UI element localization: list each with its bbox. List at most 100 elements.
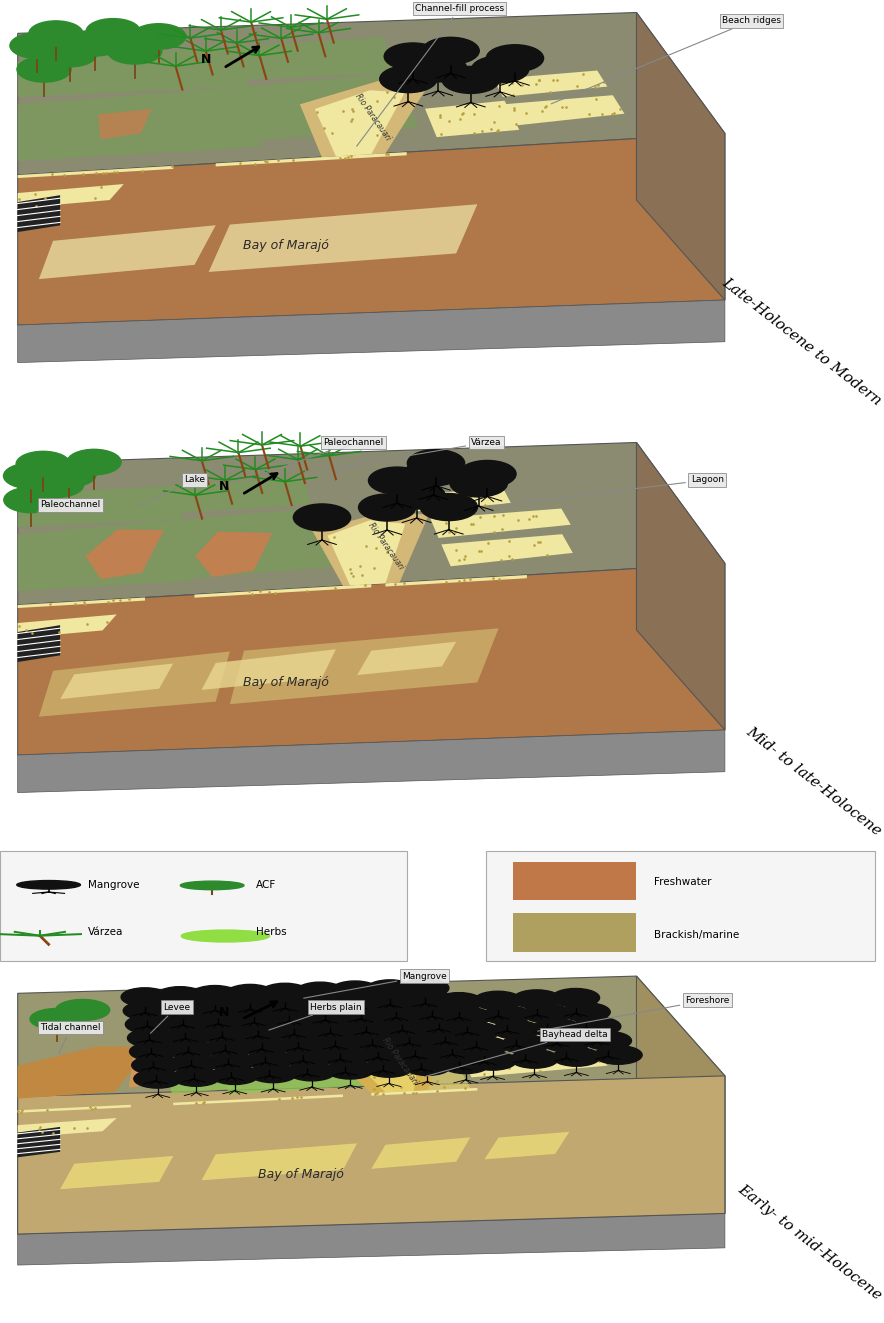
Polygon shape	[300, 81, 429, 157]
Circle shape	[401, 979, 449, 998]
Circle shape	[337, 994, 385, 1012]
Circle shape	[201, 1025, 248, 1044]
Circle shape	[204, 1039, 252, 1057]
Circle shape	[322, 1048, 370, 1066]
Circle shape	[261, 983, 309, 1002]
Polygon shape	[248, 73, 419, 140]
Circle shape	[435, 1043, 483, 1061]
Circle shape	[332, 980, 379, 1000]
Polygon shape	[39, 225, 216, 279]
Polygon shape	[494, 70, 607, 97]
Polygon shape	[357, 642, 456, 675]
Polygon shape	[18, 165, 173, 179]
Circle shape	[405, 459, 462, 486]
Circle shape	[354, 1033, 401, 1052]
Polygon shape	[202, 1143, 357, 1180]
Polygon shape	[18, 184, 124, 208]
Polygon shape	[349, 1044, 421, 1093]
Polygon shape	[636, 976, 725, 1213]
Polygon shape	[425, 101, 519, 138]
Circle shape	[42, 462, 96, 487]
Circle shape	[415, 1004, 462, 1023]
Circle shape	[133, 1069, 181, 1088]
Circle shape	[359, 493, 415, 521]
Circle shape	[293, 504, 351, 531]
Circle shape	[409, 56, 467, 82]
Circle shape	[442, 1054, 490, 1073]
Circle shape	[408, 991, 455, 1009]
Circle shape	[372, 992, 420, 1011]
Polygon shape	[385, 576, 527, 586]
Polygon shape	[375, 488, 511, 515]
Circle shape	[86, 19, 141, 44]
Polygon shape	[464, 1029, 611, 1053]
Circle shape	[583, 1032, 631, 1050]
Polygon shape	[129, 1039, 189, 1088]
Circle shape	[385, 1019, 432, 1037]
Text: Bayhead delta: Bayhead delta	[424, 1031, 607, 1077]
Text: Bay of Marajó: Bay of Marajó	[243, 238, 330, 251]
Polygon shape	[177, 478, 311, 513]
Circle shape	[234, 1011, 282, 1029]
Circle shape	[311, 1021, 359, 1040]
Circle shape	[4, 463, 57, 488]
Polygon shape	[484, 1132, 569, 1159]
Circle shape	[162, 1013, 210, 1032]
Circle shape	[42, 41, 96, 67]
Circle shape	[326, 1061, 374, 1080]
Circle shape	[288, 1062, 336, 1081]
Circle shape	[435, 992, 483, 1011]
Circle shape	[126, 1015, 173, 1033]
Circle shape	[429, 1029, 476, 1048]
Circle shape	[211, 1066, 259, 1085]
Polygon shape	[18, 86, 263, 161]
Polygon shape	[18, 1213, 725, 1265]
Text: ACF: ACF	[256, 880, 277, 890]
Circle shape	[198, 1012, 246, 1031]
Circle shape	[543, 1033, 591, 1052]
Polygon shape	[209, 204, 477, 273]
Polygon shape	[60, 663, 173, 699]
Polygon shape	[371, 1138, 470, 1170]
FancyBboxPatch shape	[486, 852, 875, 960]
Circle shape	[511, 1049, 559, 1068]
Text: Late-Holocene to Modern: Late-Holocene to Modern	[720, 275, 884, 409]
Circle shape	[573, 1017, 621, 1036]
Polygon shape	[202, 650, 336, 689]
Circle shape	[29, 21, 83, 46]
Circle shape	[388, 482, 446, 509]
Circle shape	[562, 1003, 610, 1021]
Circle shape	[522, 1004, 570, 1023]
Text: Mangrove: Mangrove	[88, 880, 140, 890]
Text: Levee: Levee	[150, 1003, 190, 1033]
Circle shape	[397, 1044, 445, 1062]
Text: Rio Paracauari: Rio Paracauari	[380, 1036, 419, 1086]
Circle shape	[552, 1048, 600, 1066]
Circle shape	[130, 1043, 178, 1061]
Polygon shape	[636, 12, 725, 300]
Text: Tidal channel: Tidal channel	[41, 1023, 101, 1053]
Text: Rio Paracauari: Rio Paracauari	[353, 91, 392, 142]
Polygon shape	[18, 1118, 117, 1138]
Text: Lake: Lake	[137, 475, 205, 507]
Circle shape	[67, 450, 121, 475]
Circle shape	[208, 1053, 255, 1072]
Polygon shape	[463, 1052, 607, 1077]
Circle shape	[108, 38, 162, 64]
Circle shape	[241, 1037, 289, 1056]
Polygon shape	[18, 12, 725, 175]
Polygon shape	[221, 1053, 423, 1094]
Circle shape	[403, 1057, 451, 1076]
Circle shape	[306, 1008, 354, 1027]
Circle shape	[4, 487, 58, 512]
Circle shape	[226, 984, 274, 1003]
Polygon shape	[239, 37, 397, 79]
Polygon shape	[431, 508, 571, 538]
Polygon shape	[421, 1012, 555, 1032]
Polygon shape	[313, 512, 429, 586]
Polygon shape	[18, 300, 725, 363]
Text: Herbs: Herbs	[256, 927, 287, 938]
Polygon shape	[182, 505, 365, 578]
Polygon shape	[18, 46, 248, 97]
Text: Várzea: Várzea	[335, 438, 501, 468]
